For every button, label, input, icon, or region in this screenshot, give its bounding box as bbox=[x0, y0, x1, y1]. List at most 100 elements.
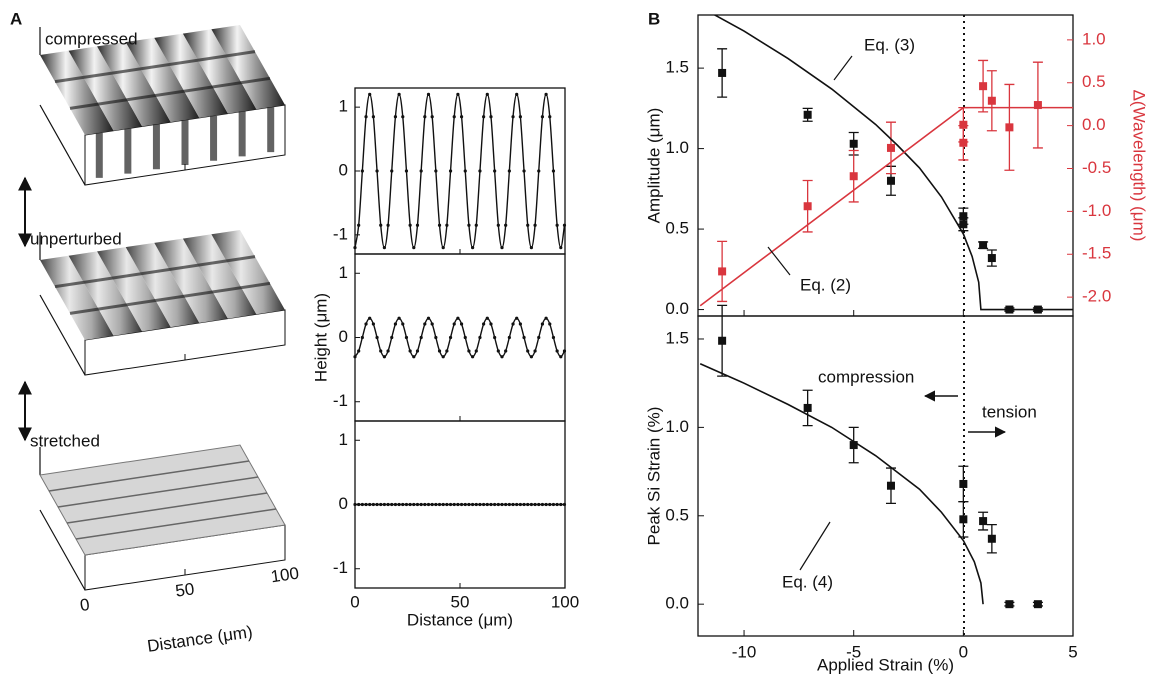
data-point bbox=[556, 224, 559, 227]
data-point bbox=[431, 115, 434, 118]
data-point bbox=[526, 503, 529, 506]
data-point bbox=[519, 322, 522, 325]
data-point bbox=[519, 503, 522, 506]
data-point bbox=[718, 69, 726, 77]
data-point bbox=[500, 246, 503, 249]
data-point bbox=[850, 140, 858, 148]
data-point bbox=[390, 336, 393, 339]
data-point bbox=[353, 246, 356, 249]
data-point bbox=[453, 322, 456, 325]
data-point bbox=[431, 322, 434, 325]
annotation-leader bbox=[834, 56, 852, 80]
data-point bbox=[1005, 123, 1013, 131]
data-point bbox=[556, 349, 559, 352]
data-point bbox=[515, 93, 518, 96]
data-point bbox=[563, 503, 566, 506]
data-point bbox=[471, 246, 474, 249]
data-point bbox=[887, 482, 895, 490]
x-tick-label: 50 bbox=[174, 579, 195, 600]
data-point bbox=[460, 115, 463, 118]
y2-tick-label: -1.5 bbox=[1082, 244, 1111, 263]
data-point bbox=[804, 404, 812, 412]
data-point bbox=[988, 97, 996, 105]
data-point bbox=[357, 349, 360, 352]
data-point bbox=[489, 503, 492, 506]
y-axis-label: Amplitude (μm) bbox=[644, 108, 663, 224]
data-point bbox=[559, 503, 562, 506]
y2-tick-label: -1.0 bbox=[1082, 201, 1111, 220]
data-point bbox=[361, 336, 364, 339]
data-point bbox=[383, 503, 386, 506]
data-point bbox=[398, 93, 401, 96]
data-point bbox=[438, 224, 441, 227]
data-point bbox=[545, 317, 548, 320]
data-point bbox=[959, 139, 967, 147]
data-point bbox=[537, 503, 540, 506]
y-tick-label: -1 bbox=[333, 391, 348, 410]
x-tick-label: 0 bbox=[79, 595, 91, 615]
data-point bbox=[442, 503, 445, 506]
data-point bbox=[508, 169, 511, 172]
data-point bbox=[431, 503, 434, 506]
data-point bbox=[438, 349, 441, 352]
data-point bbox=[368, 317, 371, 320]
data-point bbox=[511, 503, 514, 506]
y-tick-label: 0 bbox=[339, 494, 348, 513]
y-tick-label: 0 bbox=[339, 327, 348, 346]
plot-frame bbox=[355, 88, 565, 254]
data-point bbox=[409, 224, 412, 227]
data-point bbox=[504, 349, 507, 352]
y-tick-label: -1 bbox=[333, 224, 348, 243]
x-axis-label: Applied Strain (%) bbox=[817, 655, 954, 674]
data-point bbox=[394, 115, 397, 118]
data-point bbox=[412, 355, 415, 358]
data-point bbox=[718, 267, 726, 275]
panel-label: B bbox=[648, 9, 660, 28]
data-point bbox=[361, 169, 364, 172]
data-point bbox=[416, 349, 419, 352]
data-point bbox=[434, 336, 437, 339]
data-point bbox=[559, 246, 562, 249]
data-point bbox=[489, 322, 492, 325]
y-tick-label: 0.0 bbox=[665, 299, 689, 318]
data-point bbox=[508, 336, 511, 339]
data-point bbox=[533, 503, 536, 506]
data-point bbox=[497, 349, 500, 352]
data-point bbox=[552, 336, 555, 339]
data-point bbox=[988, 535, 996, 543]
x-tick-label: 100 bbox=[269, 564, 300, 587]
data-point bbox=[541, 322, 544, 325]
data-point bbox=[504, 224, 507, 227]
data-point bbox=[500, 503, 503, 506]
data-point bbox=[500, 355, 503, 358]
data-point bbox=[456, 503, 459, 506]
data-point bbox=[364, 115, 367, 118]
data-point bbox=[475, 224, 478, 227]
annotation-leader bbox=[768, 247, 790, 275]
fit-line bbox=[355, 318, 564, 357]
data-point bbox=[530, 355, 533, 358]
data-point bbox=[541, 503, 544, 506]
data-point bbox=[478, 503, 481, 506]
y-tick-label: 1.5 bbox=[665, 328, 689, 347]
data-point bbox=[563, 349, 566, 352]
annotation-leader bbox=[800, 522, 830, 570]
data-point bbox=[887, 177, 895, 185]
data-point bbox=[552, 169, 555, 172]
x-tick-label: 0 bbox=[959, 642, 968, 661]
data-point bbox=[959, 480, 967, 488]
data-point bbox=[353, 503, 356, 506]
data-point bbox=[522, 336, 525, 339]
data-point bbox=[804, 202, 812, 210]
data-point bbox=[379, 349, 382, 352]
surface bbox=[40, 25, 285, 185]
data-point bbox=[522, 169, 525, 172]
data-point bbox=[464, 503, 467, 506]
y-axis-label: Height (μm) bbox=[311, 293, 330, 382]
data-point bbox=[511, 115, 514, 118]
data-point bbox=[390, 503, 393, 506]
data-point bbox=[522, 503, 525, 506]
y-tick-label: 1.0 bbox=[665, 417, 689, 436]
data-point bbox=[533, 349, 536, 352]
data-point bbox=[545, 503, 548, 506]
